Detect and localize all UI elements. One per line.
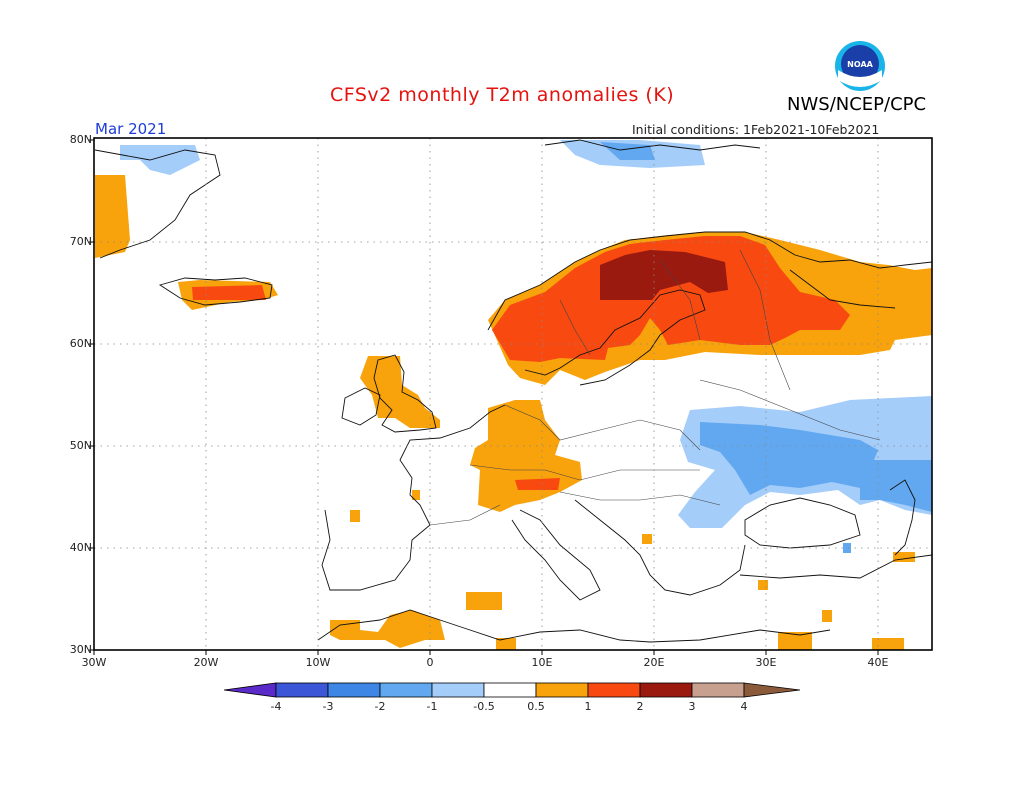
colorbar-label: 3 bbox=[688, 700, 696, 713]
map-title: CFSv2 monthly T2m anomalies (K) bbox=[330, 84, 675, 106]
lon-label-30w: 30W bbox=[81, 656, 107, 669]
colorbar-label: -2 bbox=[374, 700, 386, 713]
coastline-kola-white-sea bbox=[789, 254, 933, 309]
lat-label-60n: 60N bbox=[69, 337, 92, 350]
warm-anomaly-cell bbox=[872, 638, 904, 650]
colorbar-bin bbox=[275, 682, 329, 698]
warm-anomaly-north-africa bbox=[330, 610, 445, 648]
colorbar-label: -1 bbox=[426, 700, 438, 713]
warm-anomaly-iceland-strong bbox=[192, 285, 266, 300]
colorbar-label: -3 bbox=[322, 700, 334, 713]
colorbar-bin bbox=[691, 682, 745, 698]
noaa-logo-text: NOAA bbox=[847, 60, 873, 69]
colorbar-bin bbox=[379, 682, 433, 698]
colorbar-label: 1 bbox=[584, 700, 592, 713]
coastline-greenland bbox=[94, 149, 221, 259]
warm-anomaly-cell bbox=[758, 580, 768, 590]
colorbar-label: -0.5 bbox=[473, 700, 495, 713]
lon-label-0: 0 bbox=[426, 656, 434, 669]
anomaly-layer bbox=[95, 140, 932, 650]
colorbar-label: 2 bbox=[636, 700, 644, 713]
cool-anomaly-greenland bbox=[120, 145, 200, 175]
coastline-svalbard bbox=[544, 139, 761, 151]
colorbar-bin bbox=[327, 682, 381, 698]
coastline-great-britain bbox=[373, 354, 437, 433]
coastline-baltic-sweden bbox=[524, 289, 706, 386]
coastline-balkans-greece bbox=[574, 499, 746, 596]
cool-anomaly-cell bbox=[843, 543, 851, 553]
coastline-ireland bbox=[341, 387, 381, 426]
coastline-iberia-france bbox=[321, 404, 506, 591]
country-borders bbox=[429, 249, 881, 526]
warm-anomaly-greenland bbox=[95, 175, 130, 258]
lat-label-50n: 50N bbox=[69, 439, 92, 452]
warm-anomaly-cell bbox=[466, 592, 502, 610]
initial-conditions-label: Initial conditions: 1Feb2021-10Feb2021 bbox=[632, 122, 880, 137]
warm-anomaly-scandinavia-strong bbox=[492, 236, 850, 362]
lat-label-70n: 70N bbox=[69, 235, 92, 248]
colorbar-max-arrow bbox=[743, 682, 801, 698]
agency-label: NWS/NCEP/CPC bbox=[787, 94, 927, 115]
colorbar-bin bbox=[639, 682, 693, 698]
lon-label-40e: 40E bbox=[867, 656, 889, 669]
lon-label-30e: 30E bbox=[755, 656, 777, 669]
colorbar-label: -4 bbox=[270, 700, 282, 713]
axis-ticks bbox=[89, 139, 879, 655]
colorbar-min-arrow bbox=[223, 682, 277, 698]
warm-anomaly-cell bbox=[350, 510, 360, 522]
warm-anomaly-scandinavia-peak bbox=[600, 250, 728, 300]
colorbar-bin bbox=[483, 682, 537, 698]
map-frame bbox=[93, 137, 933, 651]
warm-anomaly-cell bbox=[893, 552, 915, 562]
lon-label-10e: 10E bbox=[531, 656, 553, 669]
coastline-turkey bbox=[739, 554, 933, 579]
coastline-north-africa bbox=[317, 609, 831, 643]
colorbar-label: 4 bbox=[740, 700, 748, 713]
warm-anomaly-alps bbox=[515, 478, 560, 490]
noaa-logo-icon: NOAA bbox=[835, 41, 885, 91]
cool-anomaly-eastern-europe-strong bbox=[700, 422, 878, 495]
warm-anomaly-cell bbox=[822, 610, 832, 622]
lon-label-20e: 20E bbox=[643, 656, 665, 669]
month-label: Mar 2021 bbox=[95, 120, 167, 138]
coastline-iceland bbox=[158, 277, 273, 306]
lat-label-30n: 30N bbox=[69, 643, 92, 656]
colorbar-bin bbox=[587, 682, 641, 698]
lat-label-80n: 80N bbox=[69, 133, 92, 146]
warm-anomaly-british-isles bbox=[360, 356, 440, 428]
lon-label-20w: 20W bbox=[193, 656, 219, 669]
colorbar-bin bbox=[535, 682, 589, 698]
warm-anomaly-cell bbox=[778, 632, 812, 650]
warm-anomaly-cell bbox=[642, 534, 652, 544]
coastline-caspian bbox=[889, 479, 916, 556]
cool-anomaly-svalbard-strong bbox=[600, 142, 655, 160]
lon-label-10w: 10W bbox=[305, 656, 331, 669]
graticule bbox=[94, 138, 932, 650]
coastline-italy bbox=[511, 509, 601, 601]
colorbar-label: 0.5 bbox=[527, 700, 545, 713]
lat-label-40n: 40N bbox=[69, 541, 92, 554]
coastline-black-sea bbox=[744, 497, 861, 549]
warm-anomaly-cell bbox=[412, 490, 420, 500]
warm-anomaly-cell bbox=[496, 638, 516, 650]
coastlines bbox=[94, 139, 933, 643]
coastline-scandinavia bbox=[487, 231, 796, 331]
colorbar-bin bbox=[431, 682, 485, 698]
